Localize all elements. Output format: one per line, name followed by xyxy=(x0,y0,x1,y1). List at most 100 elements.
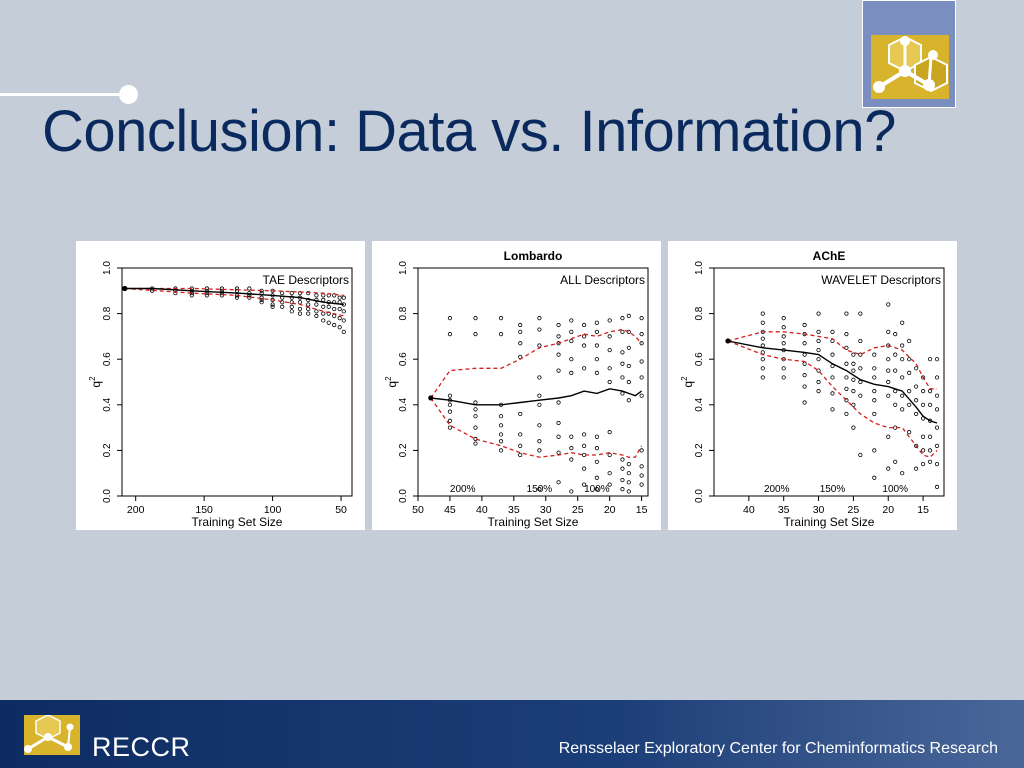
chart1-data-point xyxy=(607,430,612,435)
chart2-annotation: WAVELET Descriptors xyxy=(821,273,941,287)
chart1-x-tick-label: 15 xyxy=(636,504,648,516)
chart2-data-point xyxy=(830,391,835,396)
chart1-y-tick-label: 0.2 xyxy=(398,443,409,457)
chart0-annotation: TAE Descriptors xyxy=(263,273,349,287)
chart0-data-point xyxy=(259,295,264,300)
chart2-data-point xyxy=(816,347,821,353)
chart0-data-point xyxy=(289,304,294,309)
chart0-data-point xyxy=(247,290,252,296)
chart0-data-point xyxy=(341,318,346,323)
chart1-data-point xyxy=(582,334,587,339)
chart2-data-point xyxy=(934,407,940,412)
chart0-data-point xyxy=(306,306,311,312)
chart2-data-point xyxy=(802,373,807,378)
chart1-data-point xyxy=(537,448,542,453)
chart-ache: AChE 0.0 0.2 0.4 0.6 0.8 1.0 40 35 30 25 20 15 Traini… xyxy=(680,249,945,529)
molecule-logo-icon xyxy=(871,35,949,99)
chart2-data-point xyxy=(816,311,821,316)
chart1-data-point xyxy=(582,322,587,328)
chart2-x-tick-label: 25 xyxy=(848,504,860,516)
chart-lombardo: Lombardo 0.0 0.2 0.4 0.6 0.8 1.0 50 45 40 35 30 25 20… xyxy=(384,249,649,529)
chart1-data-point xyxy=(607,452,612,458)
chart0-x-axis-label: Training Set Size xyxy=(192,515,283,529)
chart1-mean-line xyxy=(430,388,643,406)
chart2-data-point xyxy=(900,320,905,325)
chart1-x-tick-label: 45 xyxy=(444,504,456,516)
chart1-data-point xyxy=(639,473,644,478)
chart2-title: AChE xyxy=(813,249,846,263)
chart1-data-point xyxy=(498,439,504,444)
chart0-data-point xyxy=(321,293,326,298)
chart1-data-point xyxy=(518,452,523,458)
chart2-data-point xyxy=(760,311,765,316)
chart0-x-tick-label: 150 xyxy=(195,504,213,516)
chart0-data-point xyxy=(337,316,342,321)
chart2-plot-frame xyxy=(713,267,945,497)
chart2-data-point xyxy=(830,329,835,334)
chart0-data-point xyxy=(189,293,194,298)
chart1-data-point xyxy=(498,423,504,428)
chart0-data-point xyxy=(341,295,346,300)
chart0-data-point xyxy=(259,297,264,303)
chart2-data-point xyxy=(816,379,821,385)
chart2-y-tick-label: 0.8 xyxy=(694,306,705,320)
chart2-data-point xyxy=(934,461,940,467)
chart2-data-point xyxy=(893,459,898,464)
chart1-data-point xyxy=(620,487,625,492)
chart0-data-point xyxy=(314,313,319,318)
chart1-data-point xyxy=(556,334,561,339)
chart0-data-point xyxy=(234,295,240,300)
chart0-data-point xyxy=(332,293,337,298)
chart1-data-point xyxy=(447,332,453,337)
chart1-x-tick-label: 35 xyxy=(508,504,520,516)
chart0-data-point xyxy=(297,311,303,316)
chart2-data-point xyxy=(914,443,919,448)
chart1-data-point xyxy=(537,487,542,492)
chart1-data-point xyxy=(473,441,478,446)
chart0-data-point xyxy=(321,311,326,316)
chart2-data-point xyxy=(934,393,940,398)
chart1-data-point xyxy=(594,357,599,362)
chart0-data-point xyxy=(314,293,319,298)
chart2-data-point xyxy=(802,384,807,389)
chart2-data-point xyxy=(914,384,919,389)
chart1-data-point xyxy=(556,368,561,373)
chart1-y-tick-label: 0.6 xyxy=(398,352,409,366)
chart0-data-point xyxy=(337,306,342,312)
chart2-data-point xyxy=(914,398,919,403)
chart2-data-point xyxy=(886,368,891,373)
chart1-percent-label: 200% xyxy=(450,484,476,495)
chart0-data-point xyxy=(321,304,326,309)
chart1-data-point xyxy=(594,459,599,464)
chart2-data-point xyxy=(844,411,849,417)
chart0-data-point xyxy=(289,309,294,314)
chart0-y-axis-label: q2 xyxy=(88,376,103,388)
chart1-data-point xyxy=(607,318,612,323)
chart2-x-tick-label: 40 xyxy=(743,504,755,516)
chart1-start-point xyxy=(428,395,434,401)
chart1-data-point xyxy=(594,320,599,325)
chart2-data-point xyxy=(872,375,877,380)
chart2-data-point xyxy=(851,377,856,382)
chart0-data-point xyxy=(337,295,342,300)
chart2-data-point xyxy=(893,402,898,407)
chart2-data-point xyxy=(900,343,905,348)
chart1-data-point xyxy=(518,443,523,448)
chart2-percent-label: 150% xyxy=(820,484,846,495)
footer-center-name: Rensselaer Exploratory Center for Chemin… xyxy=(558,740,998,757)
chart0-data-point xyxy=(326,304,331,309)
chart2-data-point xyxy=(872,448,877,453)
chart2-data-point xyxy=(893,332,898,337)
chart1-data-point xyxy=(639,332,644,337)
chart2-data-point xyxy=(872,389,877,394)
chart0-y-tick-label: 1.0 xyxy=(102,261,113,275)
chart2-data-point xyxy=(886,379,891,385)
chart0-y-tick-label: 0.6 xyxy=(102,352,113,366)
chart1-data-point xyxy=(582,466,587,471)
chart1-upper-band-line xyxy=(430,328,643,399)
chart1-data-point xyxy=(556,400,561,405)
chart1-data-point xyxy=(639,316,644,321)
chart1-data-point xyxy=(620,361,625,366)
chart1-data-point xyxy=(556,480,561,485)
chart2-data-point xyxy=(858,393,863,398)
